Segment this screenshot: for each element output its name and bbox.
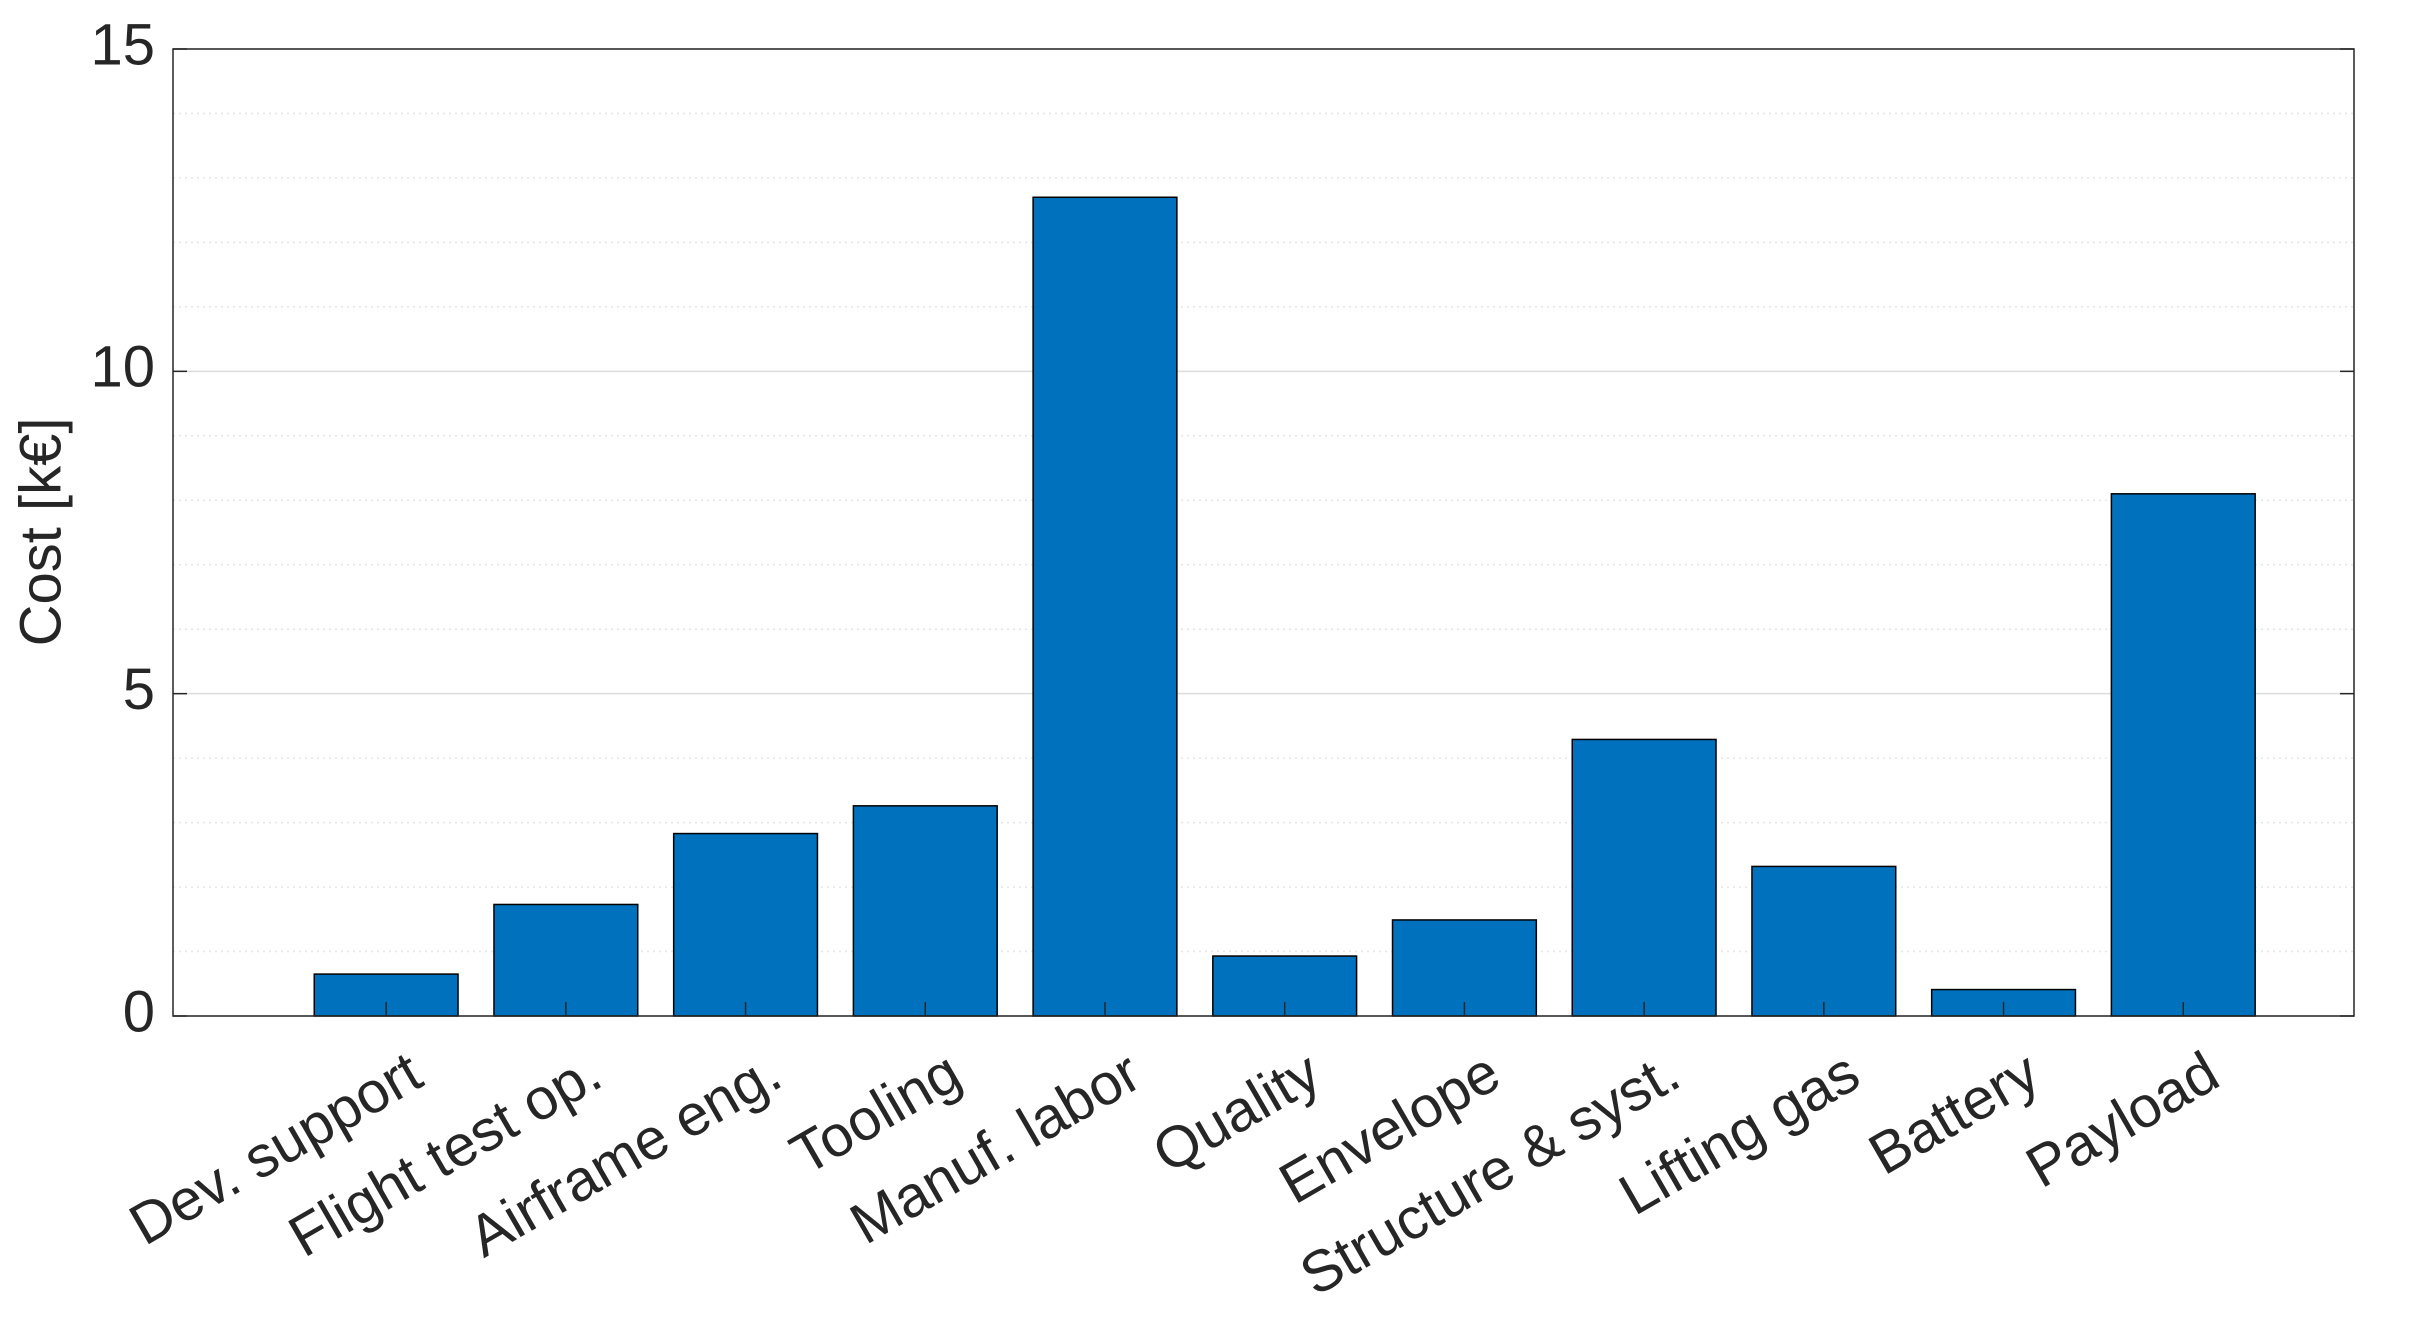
bar (2110, 493, 2256, 1017)
y-tick-label: 5 (123, 657, 155, 722)
bar (1571, 738, 1717, 1017)
bar (1751, 865, 1897, 1017)
bar (672, 832, 819, 1017)
bar (493, 903, 639, 1017)
x-tick-label: Battery (1858, 1039, 2050, 1187)
axes-box (172, 48, 2355, 1017)
x-tick-label: Payload (2015, 1039, 2229, 1200)
bar (1391, 919, 1538, 1017)
y-tick-label: 0 (123, 979, 155, 1044)
bar (852, 805, 998, 1017)
y-tick-label: 15 (90, 12, 155, 77)
plot-area (173, 49, 2354, 1016)
y-axis-label: Cost [k€] (8, 418, 73, 647)
y-tick-label: 10 (90, 335, 155, 400)
bar (1032, 196, 1178, 1017)
